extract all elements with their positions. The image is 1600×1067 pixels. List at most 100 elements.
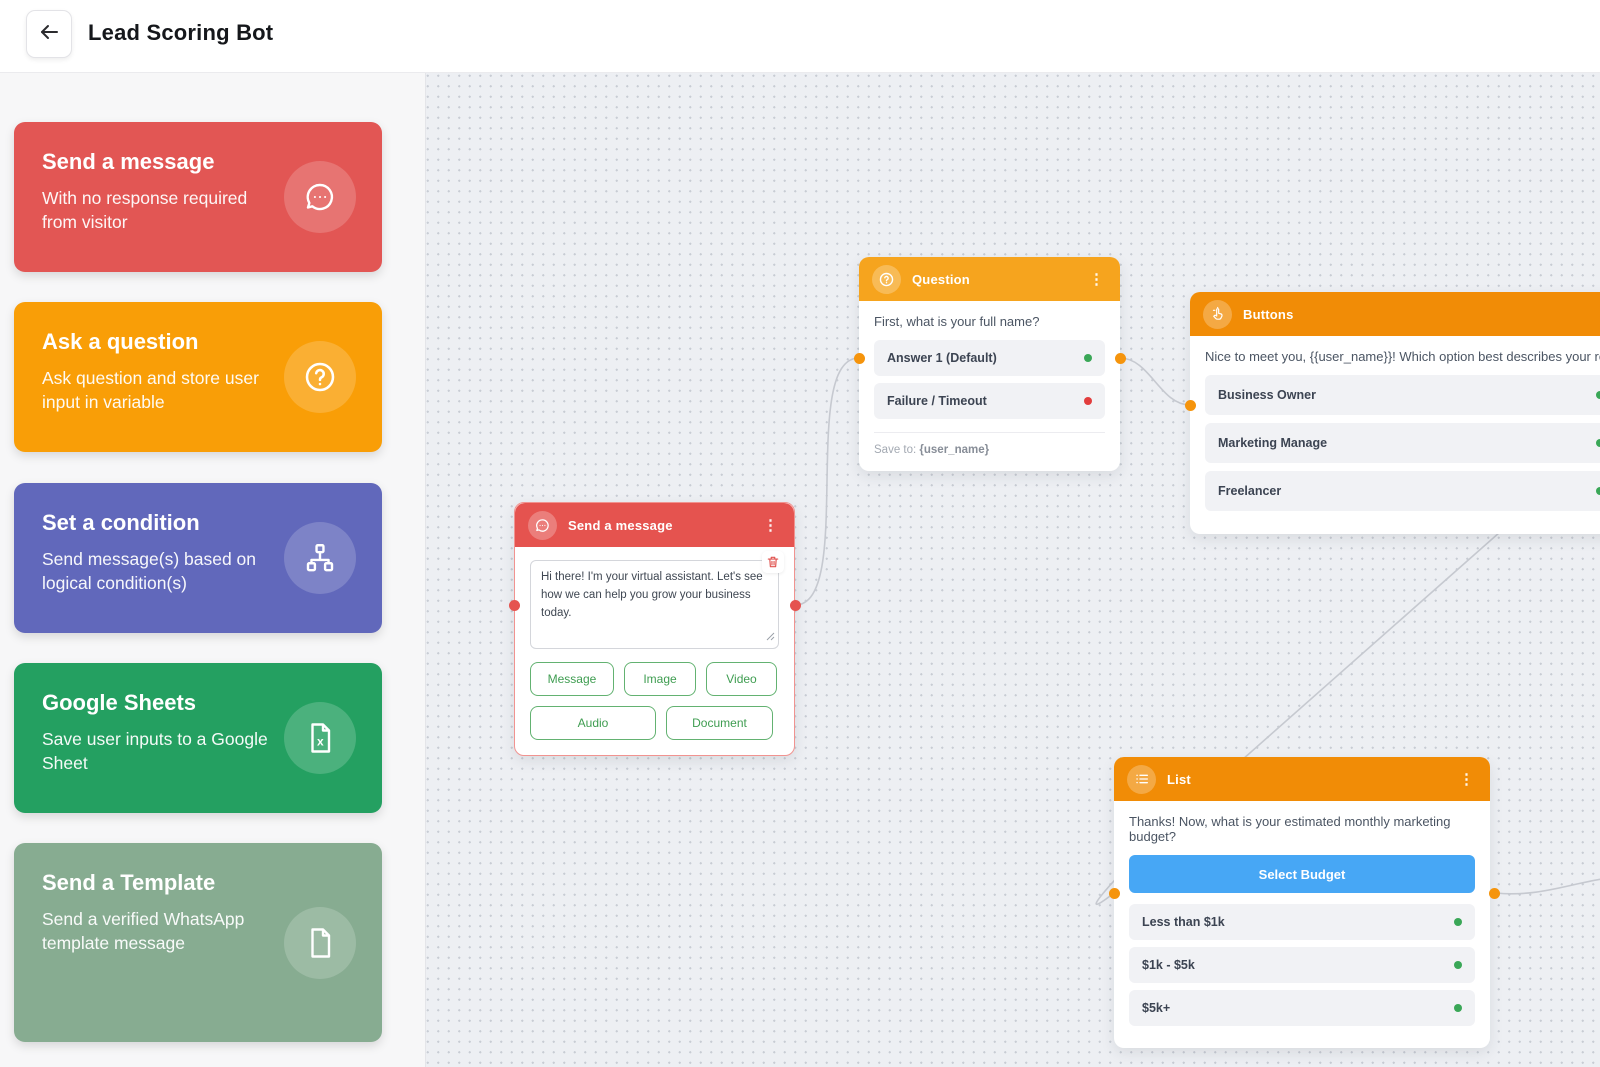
list-option-row[interactable]: $5k+	[1129, 990, 1475, 1026]
buttons-prompt-text: Nice to meet you, {{user_name}}! Which o…	[1205, 349, 1600, 364]
wire-question-to-buttons	[1119, 357, 1191, 406]
resize-handle-icon[interactable]	[766, 628, 775, 646]
flow-canvas[interactable]: Question ⋮ First, what is your full name…	[426, 73, 1600, 1067]
question-node-header[interactable]: Question ⋮	[859, 257, 1120, 301]
save-to-label: Save to:	[874, 444, 917, 456]
node-title: Send a message	[568, 517, 673, 533]
palette-item-subtitle: Send message(s) based on logical conditi…	[42, 549, 257, 594]
send-message-node-header[interactable]: Send a message ⋮	[515, 503, 794, 547]
palette-item-title: Ask a question	[42, 329, 199, 354]
status-dot-red	[1084, 397, 1092, 405]
palette-item-title: Send a message	[42, 149, 215, 174]
back-button[interactable]	[26, 10, 72, 58]
list-node-body: Thanks! Now, what is your estimated mont…	[1114, 801, 1490, 1048]
palette-item-subtitle: Save user inputs to a Google Sheet	[42, 729, 268, 774]
media-audio-button[interactable]: Audio	[530, 706, 656, 740]
answer-label: Failure / Timeout	[887, 394, 987, 408]
svg-text:x: x	[317, 735, 324, 749]
list-output-port[interactable]	[1488, 887, 1500, 899]
message-textarea-wrap: Hi there! I'm your virtual assistant. Le…	[530, 551, 784, 649]
option-label: Business Owner	[1218, 388, 1316, 402]
question-circle-icon	[284, 341, 356, 413]
node-title: List	[1167, 771, 1191, 787]
save-to-variable: {user_name}	[919, 444, 990, 456]
option-label: Marketing Manage	[1218, 436, 1328, 450]
list-input-port[interactable]	[1108, 887, 1120, 899]
question-node-body: First, what is your full name? Answer 1 …	[859, 301, 1120, 471]
buttons-node-body: Nice to meet you, {{user_name}}! Which o…	[1190, 336, 1600, 534]
status-dot-green	[1596, 487, 1600, 495]
message-textarea[interactable]: Hi there! I'm your virtual assistant. Le…	[531, 561, 778, 643]
palette-item-send-a-message[interactable]: Send a message With no response required…	[14, 122, 382, 272]
question-input-port[interactable]	[853, 352, 865, 364]
option-label: $5k+	[1142, 1001, 1171, 1015]
buttons-node-header[interactable]: Buttons ⋮	[1190, 292, 1600, 336]
option-label: Freelancer	[1218, 484, 1282, 498]
answer-row-failure[interactable]: Failure / Timeout	[874, 383, 1105, 419]
document-icon	[284, 906, 356, 979]
arrow-left-icon	[37, 20, 61, 49]
palette-item-send-a-template[interactable]: Send a Template Send a verified WhatsApp…	[14, 843, 382, 1042]
status-dot-green	[1084, 354, 1092, 362]
palette-item-subtitle: With no response required from visitor	[42, 188, 248, 233]
send-message-node-body: Hi there! I'm your virtual assistant. Le…	[515, 547, 794, 755]
send-message-output-port[interactable]	[789, 599, 801, 611]
media-type-buttons: Message Image Video Audio Document	[530, 662, 779, 740]
send-message-input-port[interactable]	[508, 599, 520, 611]
kebab-menu-icon[interactable]: ⋮	[1089, 271, 1104, 288]
wire-sendmessage-to-question	[794, 357, 860, 606]
palette-item-title: Google Sheets	[42, 690, 197, 715]
delete-message-button[interactable]	[762, 551, 784, 573]
palette-item-google-sheets[interactable]: Google Sheets Save user inputs to a Goog…	[14, 663, 382, 813]
palette-item-ask-a-question[interactable]: Ask a question Ask question and store us…	[14, 302, 382, 452]
node-title: Buttons	[1243, 306, 1294, 322]
list-node-header[interactable]: List ⋮	[1114, 757, 1490, 801]
question-output-port[interactable]	[1114, 352, 1126, 364]
flow-node-question[interactable]: Question ⋮ First, what is your full name…	[859, 257, 1120, 471]
flow-node-buttons[interactable]: Buttons ⋮ Nice to meet you, {{user_name}…	[1190, 292, 1600, 534]
kebab-menu-icon[interactable]: ⋮	[763, 517, 778, 534]
sitemap-icon	[284, 522, 356, 594]
status-dot-green	[1596, 391, 1600, 399]
status-dot-green	[1454, 1004, 1462, 1012]
tap-icon	[1203, 299, 1232, 329]
status-dot-green	[1454, 961, 1462, 969]
node-title: Question	[912, 271, 970, 287]
spreadsheet-file-icon: x	[284, 702, 356, 774]
media-image-button[interactable]: Image	[624, 662, 696, 696]
button-option-row[interactable]: Marketing Manage	[1205, 423, 1600, 463]
answer-label: Answer 1 (Default)	[887, 351, 997, 365]
palette-item-title: Set a condition	[42, 510, 200, 535]
status-dot-green	[1454, 918, 1462, 926]
list-icon	[1127, 764, 1156, 794]
answer-row-default[interactable]: Answer 1 (Default)	[874, 340, 1105, 376]
kebab-menu-icon[interactable]: ⋮	[1459, 771, 1474, 788]
button-option-row[interactable]: Freelancer	[1205, 471, 1600, 511]
question-circle-icon	[872, 264, 901, 294]
page-title: Lead Scoring Bot	[88, 20, 274, 45]
media-message-button[interactable]: Message	[530, 662, 614, 696]
node-palette-sidebar: Send a message With no response required…	[0, 73, 426, 1067]
palette-item-subtitle: Ask question and store user input in var…	[42, 368, 259, 413]
option-label: $1k - $5k	[1142, 958, 1195, 972]
palette-item-title: Send a Template	[42, 870, 216, 895]
palette-item-subtitle: Send a verified WhatsApp template messag…	[42, 909, 245, 954]
media-document-button[interactable]: Document	[666, 706, 773, 740]
option-label: Less than $1k	[1142, 915, 1225, 929]
chat-bubble-icon	[284, 161, 356, 233]
flow-node-send-message[interactable]: Send a message ⋮ Hi there! I'm your virt…	[514, 502, 795, 756]
palette-item-set-a-condition[interactable]: Set a condition Send message(s) based on…	[14, 483, 382, 633]
list-option-row[interactable]: $1k - $5k	[1129, 947, 1475, 983]
save-to-row: Save to: {user_name}	[874, 432, 1105, 456]
flow-node-list[interactable]: List ⋮ Thanks! Now, what is your estimat…	[1114, 757, 1490, 1048]
buttons-input-port[interactable]	[1184, 399, 1196, 411]
chat-bubble-icon	[528, 510, 557, 540]
media-video-button[interactable]: Video	[706, 662, 777, 696]
top-bar: Lead Scoring Bot	[0, 0, 1600, 73]
list-prompt-text: Thanks! Now, what is your estimated mont…	[1129, 814, 1451, 844]
status-dot-green	[1596, 439, 1600, 447]
list-option-row[interactable]: Less than $1k	[1129, 904, 1475, 940]
button-option-row[interactable]: Business Owner	[1205, 375, 1600, 415]
question-prompt-text: First, what is your full name?	[874, 314, 1040, 329]
select-budget-button[interactable]: Select Budget	[1129, 855, 1475, 893]
